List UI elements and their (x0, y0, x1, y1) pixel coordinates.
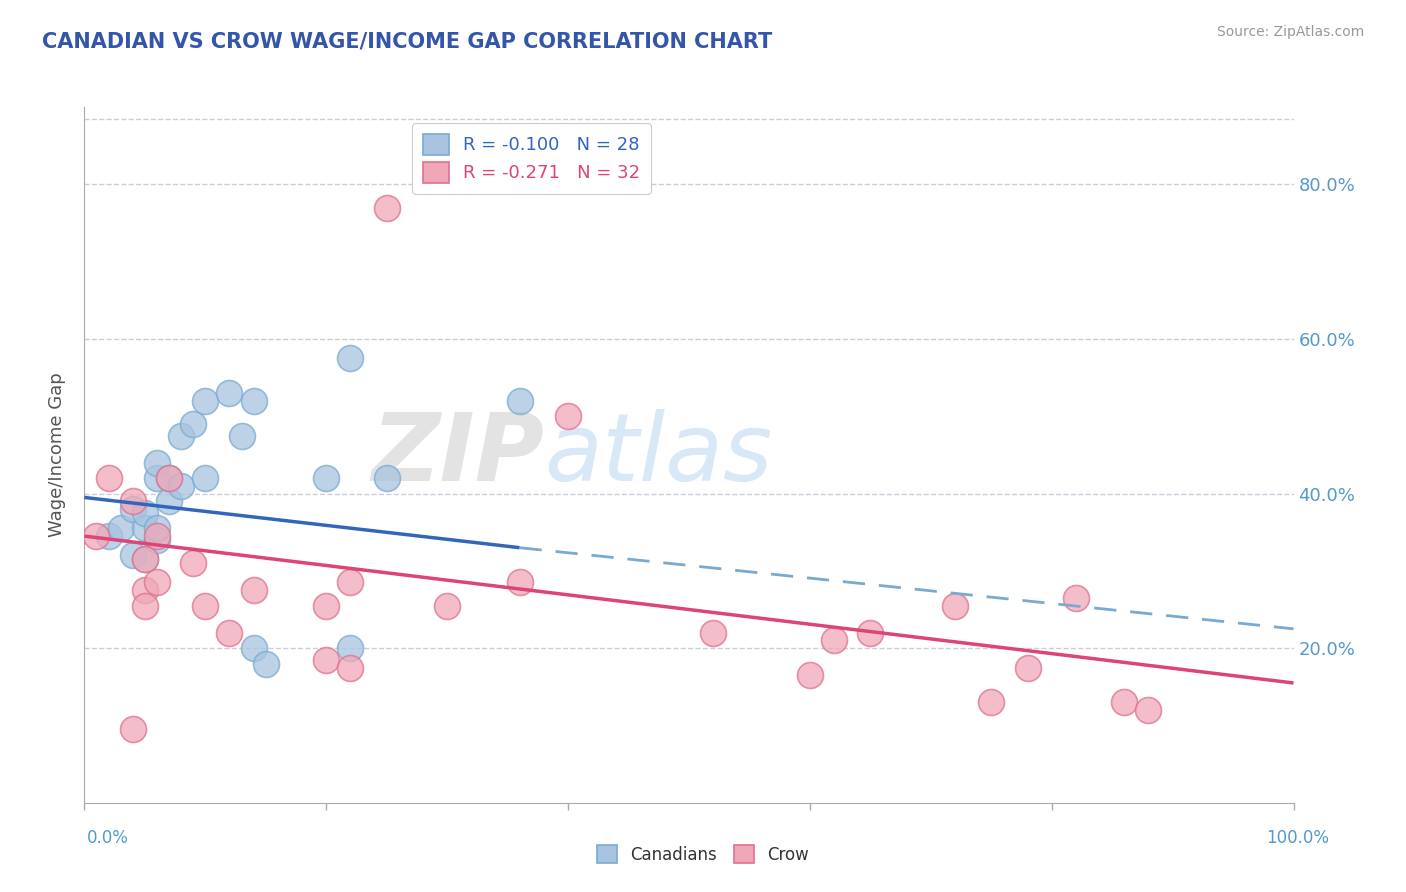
Point (181, 417, 204, 431)
Point (194, 599, 217, 613)
Point (339, 660, 361, 674)
Point (509, 393, 531, 408)
Point (436, 599, 458, 613)
Point (146, 471, 169, 485)
Point (121, 502, 143, 516)
Point (134, 552, 156, 566)
Point (242, 583, 264, 598)
Point (702, 625, 724, 640)
Point (146, 529, 169, 543)
Text: CANADIAN VS CROW WAGE/INCOME GAP CORRELATION CHART: CANADIAN VS CROW WAGE/INCOME GAP CORRELA… (42, 31, 772, 51)
Point (170, 479, 193, 493)
Point (194, 471, 217, 485)
Point (242, 641, 264, 656)
Point (1137, 703, 1160, 717)
Legend: R = -0.100   N = 28, R = -0.271   N = 32: R = -0.100 N = 28, R = -0.271 N = 32 (412, 123, 651, 194)
Point (254, 657, 277, 671)
Text: Source: ZipAtlas.com: Source: ZipAtlas.com (1216, 25, 1364, 39)
Point (146, 533, 169, 547)
Point (134, 552, 156, 566)
Point (110, 521, 132, 535)
Point (315, 653, 337, 667)
Point (121, 549, 143, 563)
Text: 100.0%: 100.0% (1265, 829, 1329, 847)
Point (943, 599, 966, 613)
Point (121, 494, 143, 508)
Point (375, 471, 398, 485)
Point (157, 471, 180, 485)
Point (375, 201, 398, 215)
Text: 0.0%: 0.0% (87, 829, 129, 847)
Point (194, 393, 217, 408)
Point (509, 575, 531, 590)
Point (146, 521, 169, 535)
Point (157, 471, 180, 485)
Point (315, 471, 337, 485)
Point (1064, 591, 1087, 605)
Point (218, 386, 240, 401)
Point (134, 521, 156, 535)
Legend: Canadians, Crow: Canadians, Crow (591, 838, 815, 871)
Point (146, 456, 169, 470)
Point (134, 599, 156, 613)
Point (121, 723, 143, 737)
Y-axis label: Wage/Income Gap: Wage/Income Gap (48, 373, 66, 537)
Point (157, 494, 180, 508)
Point (557, 409, 579, 424)
Point (1017, 660, 1039, 674)
Point (170, 428, 193, 442)
Point (134, 583, 156, 598)
Point (146, 575, 169, 590)
Point (823, 633, 845, 648)
Point (315, 599, 337, 613)
Point (980, 695, 1002, 709)
Text: atlas: atlas (544, 409, 772, 500)
Point (218, 625, 240, 640)
Point (181, 556, 204, 570)
Point (339, 351, 361, 366)
Point (97, 529, 120, 543)
Point (86, 529, 108, 543)
Text: ZIP: ZIP (371, 409, 544, 501)
Point (134, 506, 156, 520)
Point (1114, 695, 1136, 709)
Point (339, 575, 361, 590)
Point (97, 471, 120, 485)
Point (231, 428, 253, 442)
Point (859, 625, 882, 640)
Point (242, 393, 264, 408)
Point (339, 641, 361, 656)
Point (799, 668, 821, 682)
